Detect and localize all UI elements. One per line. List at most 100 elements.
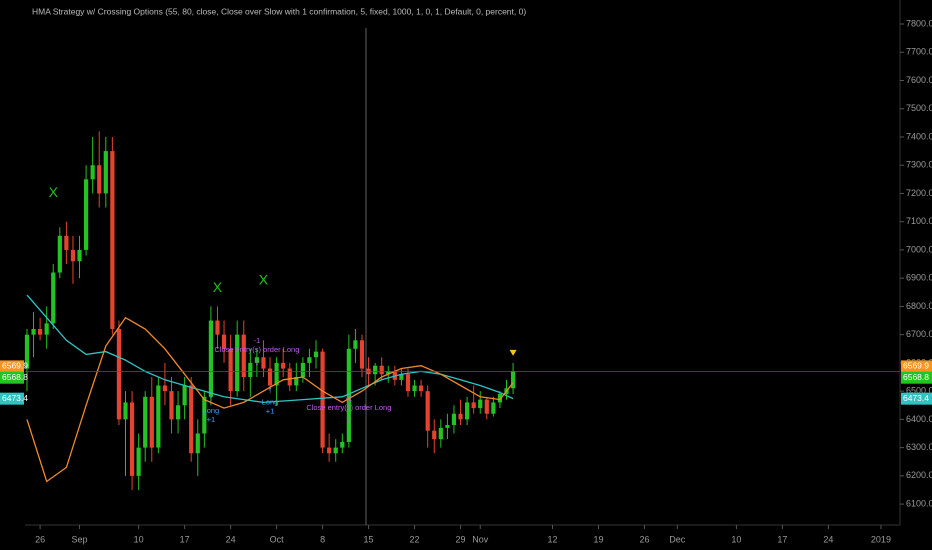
- candle-body: [267, 368, 273, 386]
- candle-body: [471, 402, 476, 409]
- y-tick-label: 6500.0: [906, 386, 932, 396]
- candle-body: [510, 371, 516, 389]
- x-tick-label: 22: [410, 534, 420, 544]
- candle-body: [432, 430, 437, 440]
- candle-body: [294, 377, 299, 386]
- candle-body: [248, 362, 253, 378]
- candle-body: [458, 413, 463, 420]
- candle-body: [182, 385, 187, 406]
- x-tick-label: 17: [180, 534, 190, 544]
- candle-body: [353, 340, 358, 349]
- x-tick-label: Sep: [72, 534, 88, 544]
- signal-qty: +1: [266, 406, 275, 415]
- candle-body: [281, 362, 286, 369]
- candle-body: [31, 329, 36, 335]
- candle-body: [97, 165, 102, 194]
- signal-arrow: ↓: [346, 415, 351, 426]
- hma-line: [26, 294, 514, 404]
- candle-body: [149, 396, 154, 448]
- y-tick-label: 7800.0: [906, 18, 932, 28]
- x-tick-label: Oct: [270, 534, 285, 544]
- price-label-right-box: [901, 371, 932, 384]
- candle-body: [83, 179, 89, 250]
- x-tick-label: 29: [456, 534, 466, 544]
- y-tick-label: 7400.0: [906, 131, 932, 141]
- candle-body: [70, 249, 76, 262]
- candle-body: [274, 362, 279, 386]
- y-tick-label: 6900.0: [906, 273, 932, 283]
- candle-body: [445, 425, 450, 428]
- candle-body: [438, 427, 443, 440]
- candle-body: [451, 413, 457, 426]
- candle-body: [386, 371, 391, 375]
- candle-body: [491, 402, 496, 414]
- x-tick-label: 2019: [871, 534, 891, 544]
- candle-body: [44, 323, 49, 335]
- y-tick-label: 7700.0: [906, 47, 932, 57]
- y-tick-label: 6400.0: [906, 414, 932, 424]
- candle-body: [320, 351, 325, 448]
- x-tick-label: 24: [823, 534, 833, 544]
- x-tick-label: 26: [639, 534, 649, 544]
- candle-body: [169, 391, 174, 420]
- candle-body: [228, 348, 233, 392]
- candle-body: [313, 351, 319, 358]
- y-tick-label: 6300.0: [906, 442, 932, 452]
- price-label-left-box: [0, 360, 24, 373]
- candle-body: [51, 272, 56, 324]
- candle-body: [340, 441, 345, 448]
- price-label-right-box: [901, 392, 932, 405]
- candle-body: [425, 391, 430, 431]
- x-tick-label: 12: [547, 534, 557, 544]
- candle-body: [90, 165, 95, 180]
- candle-body: [287, 368, 292, 386]
- candle-body: [379, 365, 384, 375]
- signal-qty: +1: [207, 415, 216, 424]
- price-label-left-box: [0, 371, 24, 384]
- x-tick-label: 8: [320, 534, 325, 544]
- candle-body: [307, 357, 312, 363]
- signal-qty: -1: [254, 336, 261, 345]
- x-tick-label: 17: [777, 534, 787, 544]
- candle-body: [359, 340, 365, 369]
- candle-body: [202, 396, 207, 434]
- alert-triangle: [509, 349, 517, 356]
- candle-body: [123, 402, 128, 420]
- candle-body: [136, 447, 141, 476]
- candle-body: [143, 396, 148, 448]
- candle-body: [373, 365, 378, 375]
- cross-marker: X: [213, 279, 223, 295]
- cross-marker: X: [259, 272, 269, 288]
- price-label-left-box: [0, 392, 24, 405]
- candle-body: [484, 399, 489, 414]
- cross-marker: X: [49, 184, 59, 200]
- y-tick-label: 7200.0: [906, 188, 932, 198]
- x-tick-label: Dec: [669, 534, 686, 544]
- y-tick-label: 6800.0: [906, 301, 932, 311]
- candle-body: [64, 235, 69, 250]
- candle-body: [478, 399, 483, 409]
- candle-body: [419, 385, 424, 392]
- signal-qty: -1: [346, 394, 353, 403]
- price-label-left: 6568.8: [2, 372, 28, 382]
- candle-body: [412, 385, 417, 392]
- y-tick-label: 7300.0: [906, 160, 932, 170]
- candle-body: [241, 334, 246, 378]
- candle-body: [346, 348, 351, 442]
- y-tick-label: 7600.0: [906, 75, 932, 85]
- y-tick-label: 7100.0: [906, 216, 932, 226]
- candle-body: [399, 374, 404, 380]
- y-tick-label: 6100.0: [906, 498, 932, 508]
- candle-body: [300, 362, 305, 378]
- chart-title: HMA Strategy w/ Crossing Options (55, 80…: [32, 6, 526, 16]
- candle-body: [405, 374, 411, 392]
- x-tick-label: Nov: [472, 534, 489, 544]
- signal-label: Close entry(s) order Long: [306, 403, 391, 412]
- signal-arrow: ↑: [208, 394, 213, 405]
- candle-body: [254, 357, 259, 363]
- hma-line: [26, 316, 514, 483]
- candle-body: [110, 151, 115, 330]
